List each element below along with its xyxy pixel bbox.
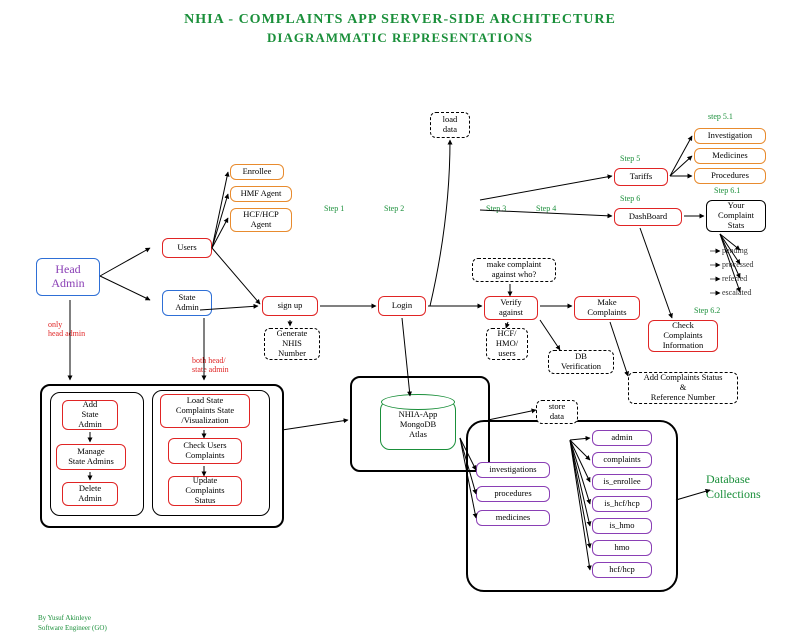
db-collections-label: Database Collections [706,472,761,502]
node-mng: Manage State Admins [56,444,126,470]
step2-label: Step 2 [384,204,404,213]
node-procp: procedures [476,486,550,502]
node-users: Users [162,238,212,258]
edge-46 [676,490,710,500]
node-c_admin: admin [592,430,652,446]
node-ref: referred [722,272,774,286]
node-enrollee: Enrollee [230,164,284,180]
node-state: State Admin [162,290,212,316]
note-both: both head/ state admin [192,356,229,374]
edge-29 [640,228,672,318]
step61-label: Step 6.1 [714,186,740,195]
step51-label: step 5.1 [708,112,733,121]
node-del: Delete Admin [62,482,118,506]
node-esc: escalated [722,286,778,300]
node-chku: Check Users Complaints [168,438,242,464]
edge-1 [100,276,150,300]
node-against: make complaint against who? [472,258,556,282]
node-c_h: hmo [592,540,652,556]
node-tariffs: Tariffs [614,168,668,186]
node-invp: investigations [476,462,550,478]
node-db: NHIA-App MongoDB Atlas [380,400,456,450]
node-c_hh: hcf/hcp [592,562,652,578]
node-med: Medicines [694,148,766,164]
edge-0 [100,248,150,276]
node-make: Make Complaints [574,296,640,320]
edge-45 [488,410,536,420]
node-c_enr: is_enrollee [592,474,652,490]
node-inv: Investigation [694,128,766,144]
edge-6 [212,218,228,248]
edge-20 [480,176,612,200]
node-store: store data [536,400,578,424]
edge-21 [670,136,692,176]
node-signup: sign up [262,296,318,316]
node-procd: processed [722,258,778,272]
node-addstat: Add Complaints Status & Reference Number [628,372,738,404]
node-login: Login [378,296,426,316]
node-proc: Procedures [694,168,766,184]
edge-18 [430,140,450,306]
edge-34 [282,420,348,430]
node-loaddata: load data [430,112,470,138]
step62-label: Step 6.2 [694,306,720,315]
title-line1: NHIA - COMPLAINTS APP SERVER-SIDE ARCHIT… [0,12,800,28]
node-c_hcf: is_hcf/hcp [592,496,652,512]
node-c_hmo: is_hmo [592,518,652,534]
edge-7 [212,248,260,304]
footer1: By Yusuf Akinleye [38,614,91,622]
step4-label: Step 4 [536,204,556,213]
node-dash: DashBoard [614,208,682,226]
node-c_comp: complaints [592,452,652,468]
node-check: Check Complaints Information [648,320,718,352]
edge-16 [540,320,560,350]
diagram-canvas: { "title_line1":"NHIA - COMPLAINTS APP S… [0,0,800,640]
note-only-head: only head admin [48,320,85,338]
node-stats: Your Complaint Stats [706,200,766,232]
edge-22 [670,156,692,176]
node-gen: Generate NHIS Number [264,328,320,360]
node-hcf: HCF/HCP Agent [230,208,292,232]
node-pend: pending [722,244,774,258]
edge-4 [212,172,228,248]
node-medp: medicines [476,510,550,526]
node-head: Head Admin [36,258,100,296]
node-dbver: DB Verification [548,350,614,374]
node-hmf: HMF Agent [230,186,292,202]
node-hcfhmo: HCF/ HMO/ users [486,328,528,360]
node-add: Add State Admin [62,400,118,430]
footer2: Software Engineer (GO) [38,624,107,632]
edge-5 [212,194,228,248]
step3-label: Step 3 [486,204,506,213]
step5-label: Step 5 [620,154,640,163]
node-verify: Verify against [484,296,538,320]
title-line2: DIAGRAMMATIC REPRESENTATIONS [0,30,800,46]
step6-label: Step 6 [620,194,640,203]
node-load: Load State Complaints State /Visualizati… [160,394,250,428]
step1-label: Step 1 [324,204,344,213]
node-upd: Update Complaints Status [168,476,242,506]
